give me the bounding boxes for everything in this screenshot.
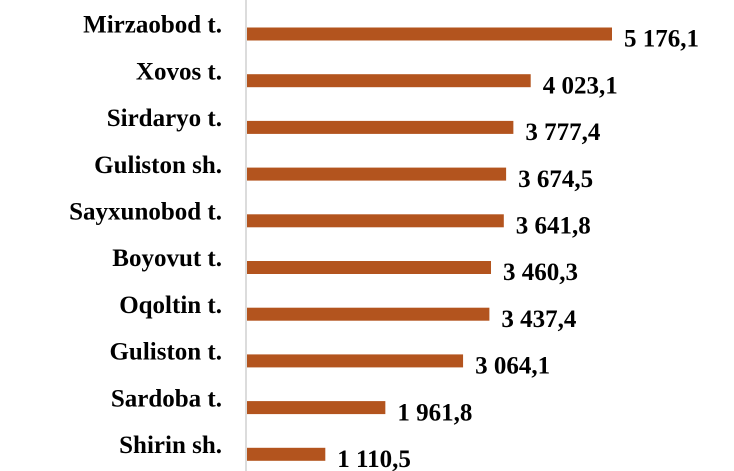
bar <box>247 214 504 228</box>
bar <box>247 74 531 88</box>
value-label: 3 064,1 <box>475 353 550 380</box>
bar <box>247 447 326 461</box>
value-label: 4 023,1 <box>543 72 618 99</box>
category-label: Shirin sh. <box>119 432 222 459</box>
value-label: 3 437,4 <box>501 306 577 333</box>
value-label: 3 641,8 <box>516 213 591 240</box>
bar <box>247 401 386 415</box>
category-label: Oqoltin t. <box>119 292 222 319</box>
category-label: Sayxunobod t. <box>69 199 222 226</box>
value-label: 5 176,1 <box>624 26 699 53</box>
value-label: 3 777,4 <box>525 119 601 146</box>
bar <box>247 354 464 368</box>
bar <box>247 307 490 321</box>
bar <box>247 167 507 181</box>
bar <box>247 261 492 274</box>
category-label: Mirzaobod t. <box>83 12 222 39</box>
value-label: 3 674,5 <box>518 166 593 193</box>
value-label: 1 110,5 <box>337 446 411 471</box>
value-label: 3 460,3 <box>503 259 578 286</box>
category-label: Boyovut t. <box>112 245 222 272</box>
category-label: Guliston sh. <box>94 152 222 179</box>
bar <box>247 27 612 41</box>
category-label: Sardoba t. <box>111 385 222 412</box>
category-label: Xovos t. <box>136 58 222 85</box>
category-label: Sirdaryo t. <box>107 105 222 132</box>
value-label: 1 961,8 <box>397 399 472 426</box>
category-label: Guliston t. <box>109 339 222 366</box>
bar <box>247 120 514 134</box>
